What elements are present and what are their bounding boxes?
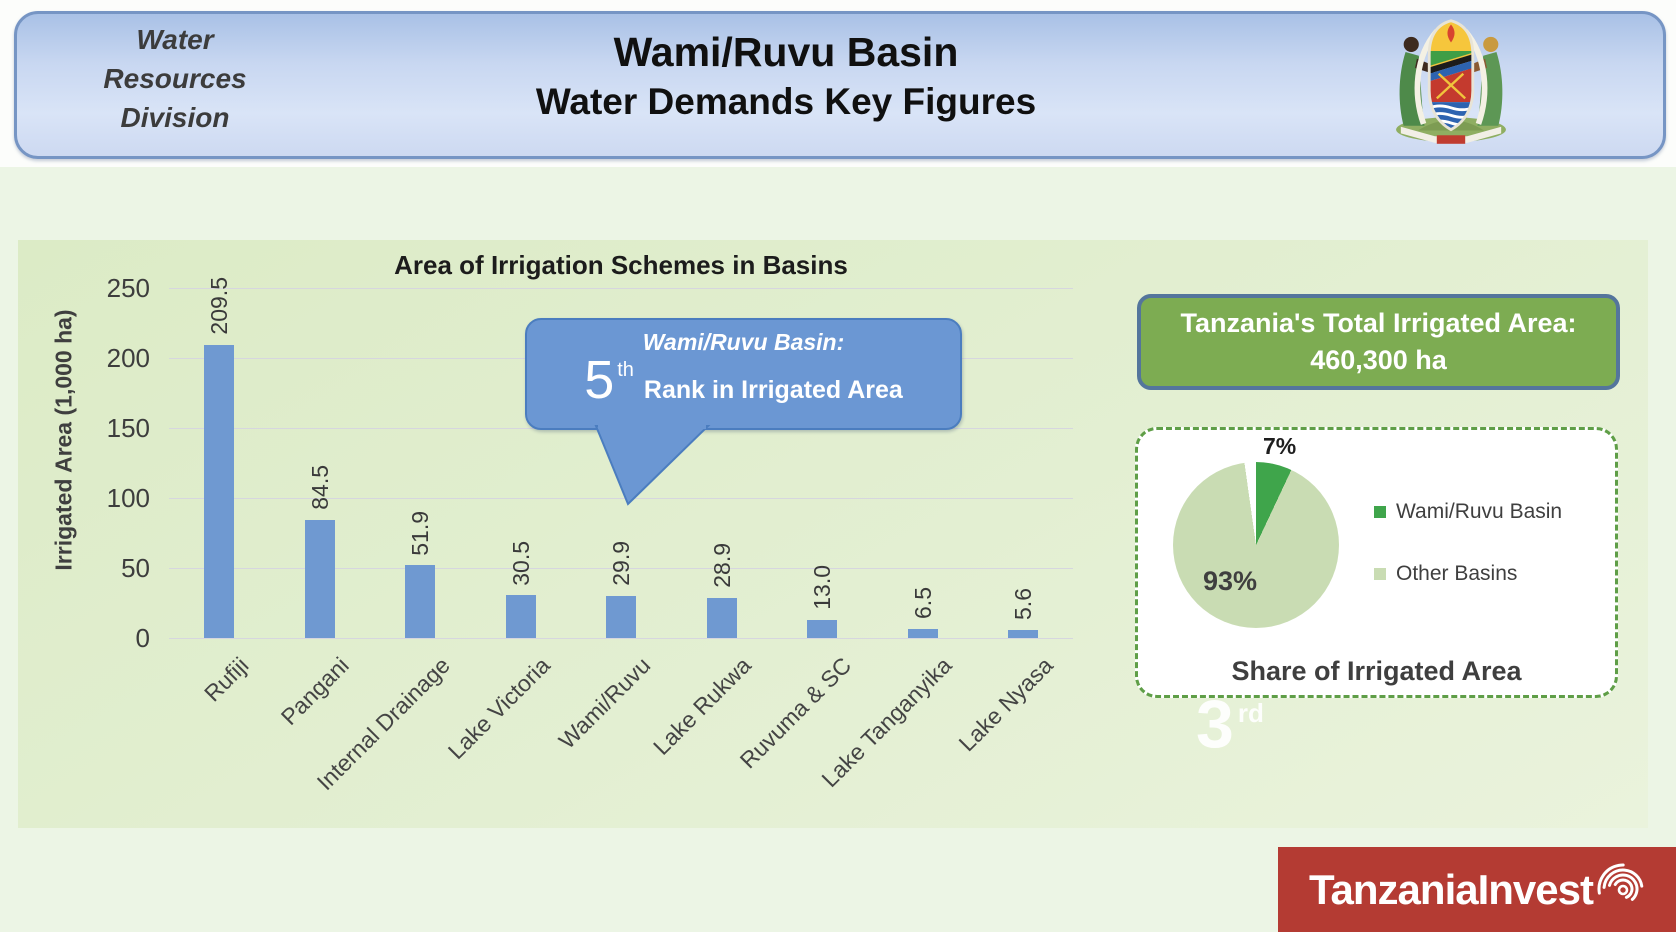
y-tick-label: 0 <box>135 623 150 653</box>
header-titles: Wami/Ruvu Basin Water Demands Key Figure… <box>386 28 1186 128</box>
bar-value-label: 209.5 <box>206 277 232 335</box>
callout-rank-number: 5 <box>584 350 615 410</box>
legend-label-other-basins: Other Basins <box>1396 562 1518 585</box>
bar-Wami/Ruvu <box>606 596 636 638</box>
y-tick-label: 150 <box>106 413 150 443</box>
bar-value-label: 51.9 <box>407 510 433 556</box>
page-title: Wami/Ruvu Basin <box>613 29 959 75</box>
tanzaniainvest-swirl-icon <box>1597 863 1645 907</box>
gridline <box>169 497 1073 499</box>
y-tick-label: 100 <box>106 483 150 513</box>
tanzaniainvest-logo: TanzaniaInvest <box>1278 847 1676 932</box>
gridline <box>169 287 1073 289</box>
callout-basin-label: Wami/Ruvu Basin: <box>642 329 845 355</box>
bar-Internal Drainage <box>405 565 435 638</box>
pie-chart-caption: Share of Irrigated Area <box>1231 656 1522 686</box>
bar-value-label: 5.6 <box>1010 588 1036 621</box>
bar-value-label: 28.9 <box>708 542 735 588</box>
bar-Lake Tanganyika <box>907 628 938 638</box>
tanzania-coat-of-arms-icon <box>1396 19 1506 144</box>
y-tick-label: 250 <box>106 273 150 303</box>
y-axis-title: Irrigated Area (1,000 ha) <box>50 309 77 571</box>
bar-Lake Victoria <box>505 595 536 638</box>
bar-value-label: 29.9 <box>608 541 634 587</box>
gridline <box>169 567 1073 569</box>
bar-value-label: 6.5 <box>909 586 936 619</box>
division-label: Water Resources Division <box>103 24 247 133</box>
pie-slice-label-big: 93% <box>1203 566 1258 596</box>
bar-Lake Rukwa <box>706 597 737 638</box>
gridline <box>169 637 1073 639</box>
callout-rank-line: 5 th Rank in Irrigated Area <box>527 352 960 408</box>
bar-value-label: 13.0 <box>809 565 835 610</box>
bar-Rufiji <box>204 344 234 638</box>
rank-callout: Wami/Ruvu Basin: 5 th Rank in Irrigated … <box>525 318 962 430</box>
page-subtitle: Water Demands Key Figures <box>535 81 1037 122</box>
callout-rank-suffix: th <box>617 359 634 381</box>
rank3-number: 3 <box>1196 686 1234 762</box>
rank3-suffix: rd <box>1237 698 1264 728</box>
callout-tail <box>594 425 711 506</box>
pie-slice-label-small: 7% <box>1263 433 1297 459</box>
legend-marker-other-basins <box>1374 568 1386 580</box>
legend-label-wami-ruvu: Wami/Ruvu Basin <box>1396 500 1563 523</box>
legend-item-other-basins: Other Basins <box>1374 562 1517 586</box>
pie-chart <box>1173 462 1339 628</box>
rank-3rd-watermark: 3 rd <box>1196 686 1264 762</box>
total-box-line2: 460,300 ha <box>1310 345 1447 375</box>
legend-marker-wami-ruvu <box>1374 506 1386 518</box>
bar-Pangani <box>304 519 335 638</box>
callout-rank-text: Rank in Irrigated Area <box>643 376 903 404</box>
total-box-line1: Tanzania's Total Irrigated Area: <box>1180 308 1577 338</box>
header-banner <box>14 11 1666 159</box>
total-irrigated-area-box: Tanzania's Total Irrigated Area: 460,300… <box>1137 294 1620 390</box>
bar-chart-plot-area: 209.5 Rufiji 84.5 Pangani 51.9 Internal Drain… <box>169 277 1073 795</box>
bar-value-label: 84.5 <box>306 464 333 510</box>
bar-Ruvuma & SC <box>807 619 837 638</box>
y-tick-label: 200 <box>106 343 150 373</box>
tanzaniainvest-logo-text: TanzaniaInvest <box>1309 865 1594 913</box>
legend-item-wami-ruvu: Wami/Ruvu Basin <box>1374 500 1562 524</box>
bar-Lake Nyasa <box>1008 630 1038 638</box>
y-axis-ticks: 0 50 100 150 200 250 <box>80 274 150 652</box>
bar-chart-title: Area of Irrigation Schemes in Basins <box>394 250 848 280</box>
y-tick-label: 50 <box>121 553 150 583</box>
bar-value-label: 30.5 <box>507 540 534 586</box>
